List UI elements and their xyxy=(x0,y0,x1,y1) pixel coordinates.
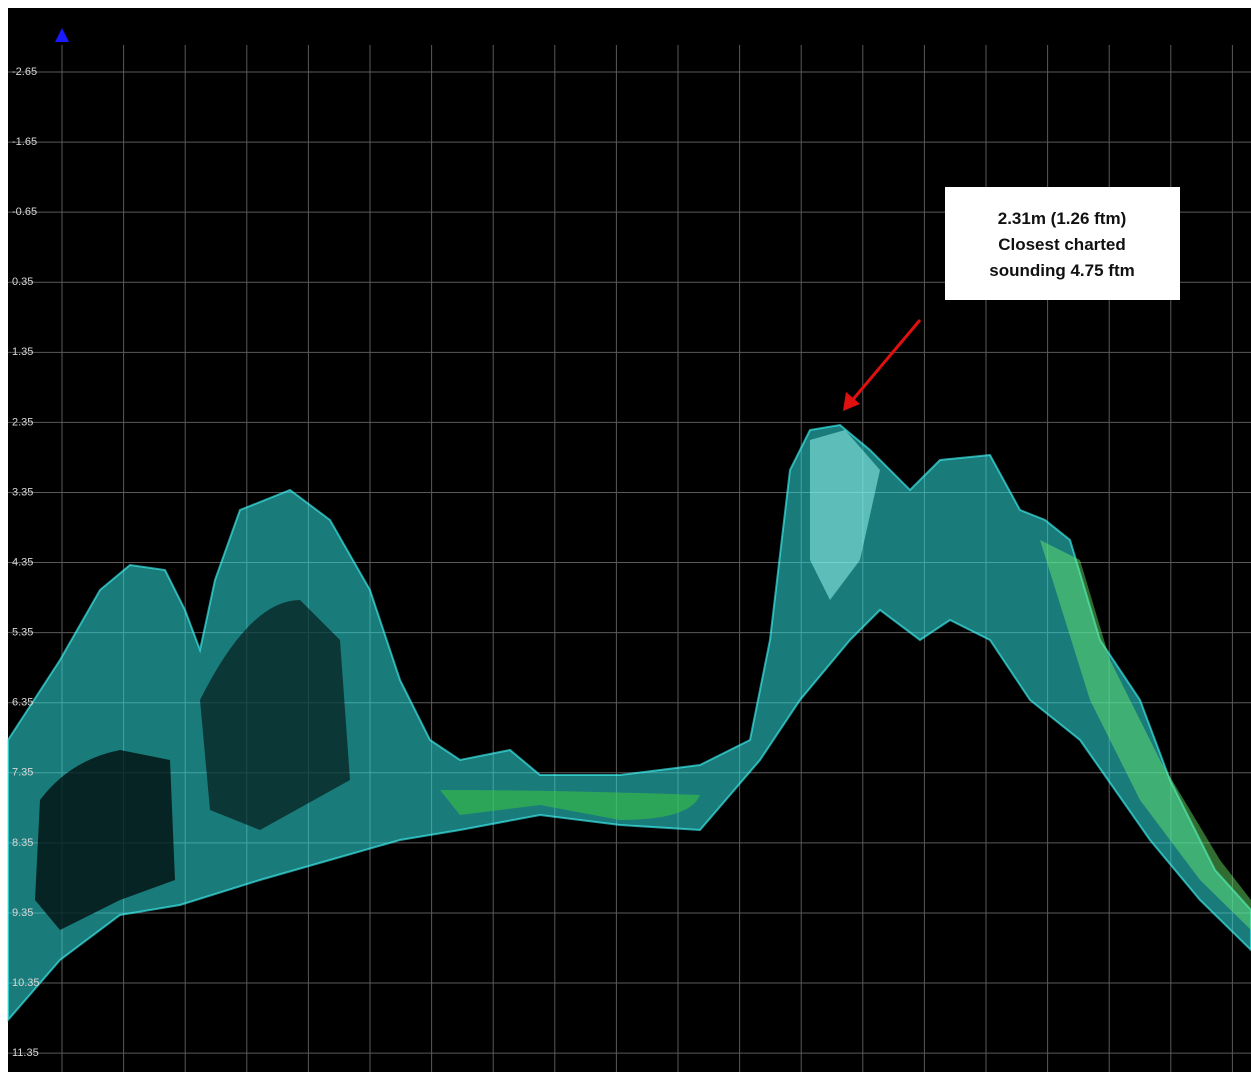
depth-label: -2.65 xyxy=(12,66,37,78)
annotation-line: Closest charted xyxy=(998,235,1126,254)
depth-label: 8.35 xyxy=(12,837,33,849)
depth-label: 0.35 xyxy=(12,276,33,288)
annotation-line: sounding 4.75 ftm xyxy=(989,261,1134,280)
depth-label: 11.35 xyxy=(12,1047,39,1059)
annotation-line: 2.31m (1.26 ftm) xyxy=(998,209,1127,228)
sonar-view: 2.31m (1.26 ftm) Closest charted soundin… xyxy=(0,0,1251,1072)
depth-label: 2.35 xyxy=(12,416,33,428)
depth-label: 3.35 xyxy=(12,486,33,498)
depth-label: 10.35 xyxy=(12,977,40,989)
depth-label: -0.65 xyxy=(12,206,37,218)
depth-label: 7.35 xyxy=(12,767,33,779)
depth-label: 5.35 xyxy=(12,627,33,639)
depth-label: 9.35 xyxy=(12,907,33,919)
depth-label: -1.65 xyxy=(12,136,37,148)
depth-label: 6.35 xyxy=(12,697,33,709)
depth-label: 4.35 xyxy=(12,556,33,568)
depth-label: 1.35 xyxy=(12,346,33,358)
